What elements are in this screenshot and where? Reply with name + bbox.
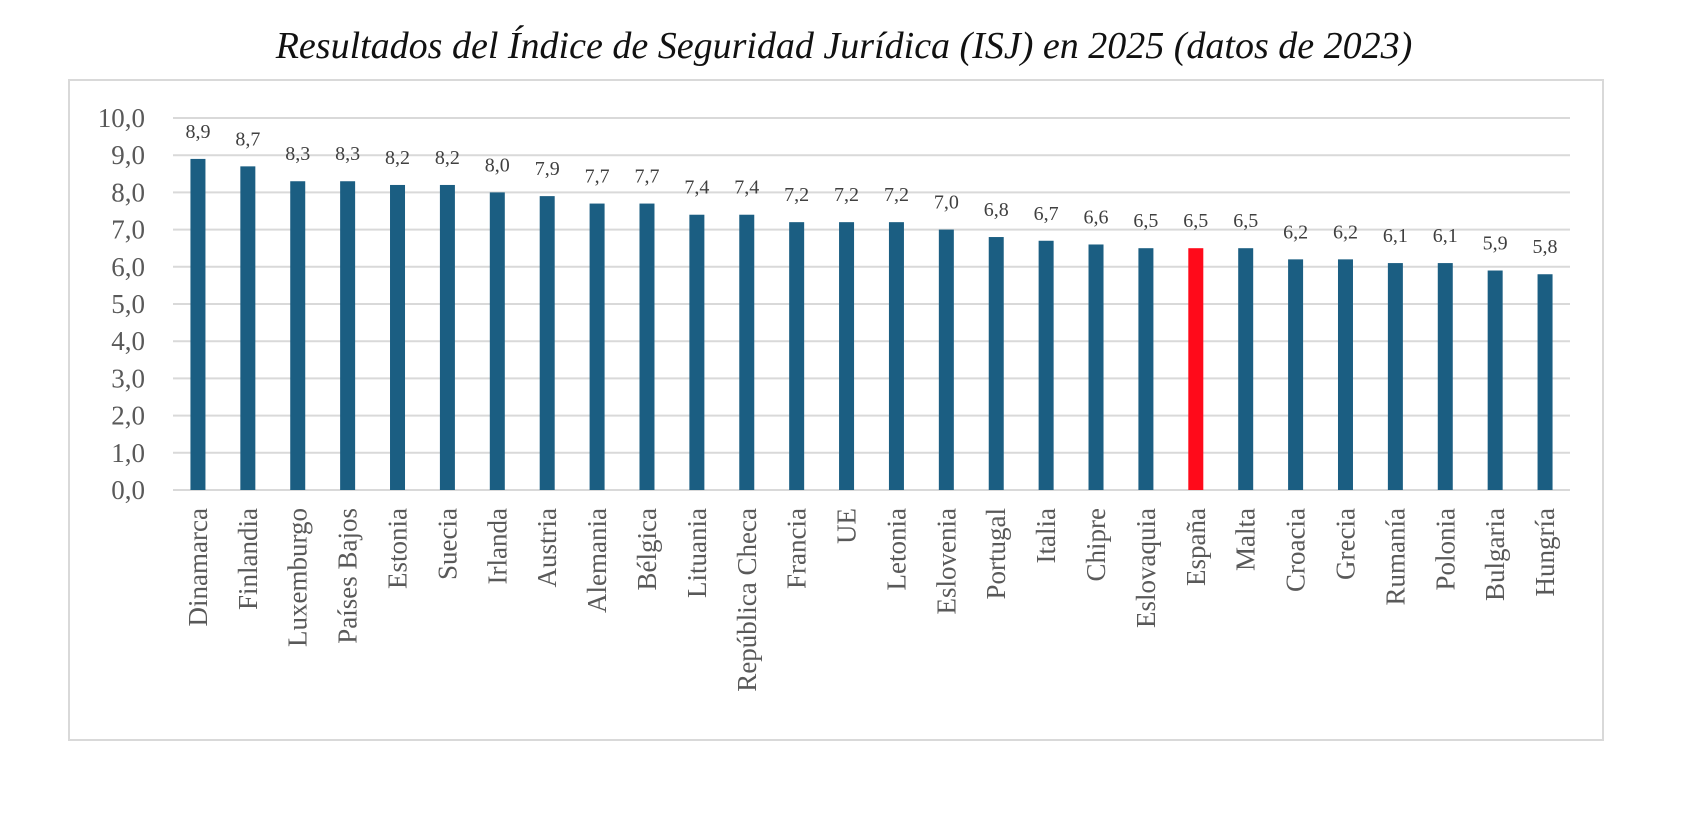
y-tick-label: 7,0 (111, 215, 145, 245)
bar (1537, 274, 1553, 490)
y-tick-label: 5,0 (111, 289, 145, 319)
x-tick-label: Bélgica (632, 508, 662, 590)
y-tick-label: 8,0 (111, 177, 145, 207)
data-label: 6,1 (1433, 225, 1458, 247)
data-label: 8,9 (185, 121, 210, 143)
data-label: 8,7 (235, 128, 260, 150)
bar (1188, 248, 1204, 490)
bar (1487, 270, 1503, 490)
x-tick-label: Croacia (1281, 508, 1311, 592)
x-tick-label: Francia (782, 508, 812, 589)
x-tick-label: Rumanía (1380, 508, 1410, 605)
x-tick-label: Grecia (1330, 508, 1360, 580)
y-tick-label: 0,0 (111, 475, 145, 505)
bar (888, 222, 904, 490)
x-tick-label: España (1181, 508, 1211, 586)
x-tick-label: Dinamarca (183, 508, 213, 626)
x-tick-label: Lituania (682, 508, 712, 598)
bar (589, 203, 605, 490)
y-tick-label: 10,0 (98, 103, 145, 133)
x-tick-label: Austria (532, 508, 562, 588)
data-label: 7,4 (734, 177, 759, 199)
data-label: 7,2 (784, 184, 809, 206)
x-tick-label: Malta (1231, 508, 1261, 571)
data-label: 7,0 (934, 192, 959, 214)
y-tick-label: 3,0 (111, 363, 145, 393)
data-label: 8,0 (485, 154, 510, 176)
data-label: 6,2 (1333, 221, 1358, 243)
bar (539, 196, 555, 490)
bar (290, 181, 306, 491)
bar (1437, 263, 1453, 490)
bar (1288, 259, 1304, 490)
data-label: 5,9 (1483, 233, 1508, 255)
bar (689, 214, 705, 490)
data-label: 7,9 (535, 158, 560, 180)
x-tick-label: Portugal (981, 508, 1011, 600)
bar (988, 237, 1004, 490)
data-label: 7,2 (884, 184, 909, 206)
data-label: 6,5 (1133, 210, 1158, 232)
x-tick-label: Suecia (432, 508, 462, 580)
y-tick-label: 6,0 (111, 252, 145, 282)
data-label: 8,2 (435, 147, 460, 169)
x-tick-label: Países Bajos (333, 508, 363, 644)
x-tick-label: Letonia (881, 508, 911, 590)
data-label: 6,6 (1084, 206, 1109, 228)
data-label: 6,1 (1383, 225, 1408, 247)
x-tick-label: Italia (1031, 508, 1061, 563)
bar (190, 158, 206, 491)
data-label: 8,3 (335, 143, 360, 165)
data-label: 6,7 (1034, 203, 1059, 225)
data-label: 6,2 (1283, 221, 1308, 243)
bar (340, 181, 356, 491)
bar (1337, 259, 1353, 490)
x-tick-label: Estonia (383, 508, 413, 589)
data-label: 7,7 (585, 166, 610, 188)
bar (439, 184, 455, 490)
x-tick-label: Chipre (1081, 508, 1111, 582)
data-label: 8,2 (385, 147, 410, 169)
x-tick-label: Eslovaquia (1131, 508, 1161, 628)
chart-frame (68, 79, 1604, 741)
bar (938, 229, 954, 490)
data-label: 8,3 (285, 143, 310, 165)
bar (240, 166, 256, 491)
data-label: 6,5 (1183, 210, 1208, 232)
x-tick-label: Hungría (1530, 508, 1560, 596)
data-label: 6,5 (1233, 210, 1258, 232)
y-tick-label: 4,0 (111, 326, 145, 356)
x-tick-label: Finlandia (233, 508, 263, 610)
y-tick-label: 9,0 (111, 140, 145, 170)
y-tick-label: 2,0 (111, 401, 145, 431)
bar (1088, 244, 1104, 490)
x-tick-label: Alemania (582, 508, 612, 613)
chart-title: Resultados del Índice de Seguridad Juríd… (275, 25, 1413, 67)
bar (739, 214, 755, 490)
x-tick-label: Luxemburgo (283, 508, 313, 647)
bar (390, 184, 406, 490)
x-tick-label: Irlanda (482, 508, 512, 584)
x-tick-label: Eslovenia (931, 508, 961, 614)
bar (1238, 248, 1254, 490)
data-label: 7,7 (634, 166, 659, 188)
data-label: 7,4 (684, 177, 709, 199)
bar (1038, 240, 1054, 490)
bar (639, 203, 655, 490)
x-tick-label: Polonia (1430, 508, 1460, 591)
data-label: 6,8 (984, 199, 1009, 221)
x-tick-label: UE (832, 508, 862, 544)
data-label: 5,8 (1533, 236, 1558, 258)
y-tick-label: 1,0 (111, 438, 145, 468)
x-tick-label: República Checa (732, 508, 762, 692)
bar (489, 192, 505, 490)
bar (839, 222, 855, 490)
x-tick-label: Bulgaria (1480, 508, 1510, 601)
bar (1387, 263, 1403, 490)
bar (1138, 248, 1154, 490)
bar (789, 222, 805, 490)
data-label: 7,2 (834, 184, 859, 206)
